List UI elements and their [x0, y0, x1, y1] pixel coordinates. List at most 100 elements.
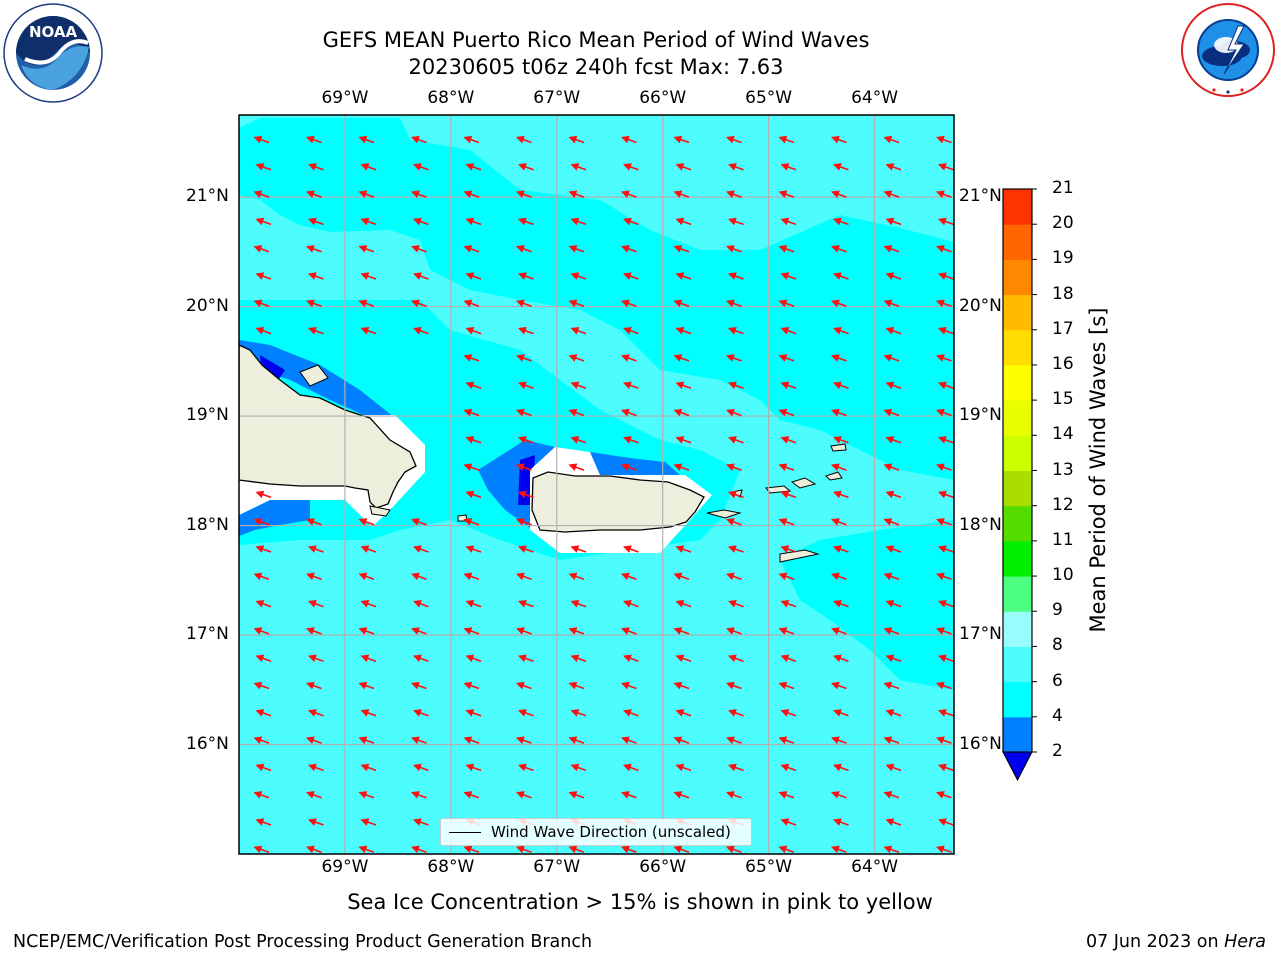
period-2-4-hispaniola-south [239, 500, 310, 536]
tortola-island [825, 471, 843, 481]
footer-date-text: 07 Jun 2023 on [1085, 932, 1225, 952]
wind-wave-arrow [673, 135, 690, 144]
wind-wave-arrow [778, 135, 795, 144]
wind-wave-arrow [883, 135, 900, 144]
wind-wave-arrow [727, 545, 744, 553]
wind-wave-arrow [830, 463, 847, 472]
wind-wave-arrow [778, 681, 795, 690]
wind-wave-arrow [515, 190, 532, 199]
wind-wave-arrow [832, 326, 849, 335]
wind-wave-arrow [463, 299, 480, 308]
wind-wave-arrow [465, 381, 482, 390]
wind-wave-arrow [307, 709, 324, 717]
wind-wave-arrow [673, 245, 690, 253]
wind-wave-arrow [673, 627, 690, 635]
wind-wave-arrow [725, 299, 742, 308]
wind-wave-arrow [725, 408, 742, 417]
wind-wave-arrow [937, 818, 954, 826]
wind-wave-arrow [935, 408, 952, 417]
wind-wave-arrow [885, 709, 902, 717]
wind-wave-arrow [570, 654, 587, 663]
wind-wave-arrow [725, 190, 742, 199]
wind-wave-arrow [568, 408, 585, 417]
wind-wave-arrow [463, 408, 480, 417]
wind-wave-arrow [883, 572, 900, 581]
wind-wave-arrow [253, 135, 270, 144]
wind-wave-arrow [517, 545, 534, 553]
footer-branch: NCEP/EMC/Verification Post Processing Pr… [13, 932, 593, 952]
wind-wave-arrow [778, 190, 795, 199]
title-line-1: GEFS MEAN Puerto Rico Mean Period of Win… [322, 28, 870, 52]
wind-wave-arrow [568, 681, 585, 690]
wind-wave-arrow [673, 190, 690, 199]
wind-wave-arrow [360, 763, 377, 772]
wind-wave-arrow [830, 354, 847, 362]
wind-wave-arrow [358, 736, 375, 745]
wind-wave-arrow [515, 518, 532, 526]
lat-label-right: 20°N [959, 295, 1002, 316]
colorbar-band [1003, 224, 1032, 260]
wind-wave-arrow [780, 381, 797, 390]
wind-wave-arrow [515, 681, 532, 690]
wind-wave-arrow [412, 326, 429, 335]
wind-wave-arrow [675, 272, 692, 280]
wind-wave-arrow [463, 518, 480, 526]
lon-label-bottom: 69°W [321, 857, 369, 877]
wind-wave-arrow [725, 245, 742, 253]
wind-wave-arrow [570, 436, 587, 444]
wind-wave-arrow [832, 709, 849, 717]
wind-wave-arrow [620, 190, 637, 199]
ocean-4-6-region-east [780, 520, 954, 690]
wind-wave-arrow [832, 272, 849, 280]
wind-wave-arrow [465, 599, 482, 608]
wind-wave-arrow [937, 490, 954, 499]
wind-wave-arrow [673, 299, 690, 308]
wind-wave-arrow [253, 190, 270, 199]
wind-wave-arrow [307, 818, 324, 826]
wind-wave-arrow [832, 163, 849, 171]
wind-wave-arrow [830, 681, 847, 690]
wind-wave-arrow [725, 681, 742, 690]
wind-wave-arrow [935, 518, 952, 526]
wind-wave-arrow [360, 545, 377, 553]
wind-wave-arrow [620, 681, 637, 690]
wind-wave-arrow [515, 627, 532, 635]
wind-wave-arrow [410, 518, 427, 526]
wind-wave-arrow [727, 217, 744, 226]
wind-wave-arrow [463, 354, 480, 362]
wind-wave-arrow [725, 463, 742, 472]
wind-wave-arrow [725, 736, 742, 745]
footer-date: 07 Jun 2023 on Hera [1086, 932, 1266, 952]
wind-wave-arrow [305, 791, 322, 799]
wind-wave-arrow [410, 135, 427, 144]
wind-wave-arrow [412, 599, 429, 608]
colorbar-under-extension [1002, 751, 1033, 782]
wind-wave-arrow [253, 299, 270, 308]
wind-wave-arrow [568, 135, 585, 144]
colorbar-band [1003, 681, 1032, 718]
hispaniola-land [239, 344, 417, 509]
lat-label-right: 18°N [959, 514, 1002, 535]
wind-wave-arrow [725, 518, 742, 526]
wind-wave-arrow [517, 763, 534, 772]
wind-wave-arrow [360, 818, 377, 826]
wind-wave-arrow [937, 326, 954, 335]
wind-wave-arrow [463, 681, 480, 690]
wind-wave-arrow [830, 245, 847, 253]
colorbar-band [1003, 505, 1032, 542]
wind-wave-arrow [622, 654, 639, 663]
wind-wave-arrow [778, 245, 795, 253]
wind-wave-arrow [360, 272, 377, 280]
map-legend: Wind Wave Direction (unscaled) [440, 818, 752, 846]
wind-wave-arrow [832, 381, 849, 390]
wind-wave-arrow [883, 845, 900, 854]
wind-wave-arrow [883, 736, 900, 745]
wind-wave-arrow [515, 845, 532, 854]
wind-wave-arrow [568, 572, 585, 581]
wind-wave-arrow [517, 599, 534, 608]
lon-label-bottom: 65°W [745, 857, 793, 877]
lat-label-left: 17°N [186, 624, 229, 645]
wind-wave-arrow [568, 354, 585, 362]
legend-label: Wind Wave Direction (unscaled) [491, 823, 731, 841]
colorbar-band [1003, 611, 1032, 647]
